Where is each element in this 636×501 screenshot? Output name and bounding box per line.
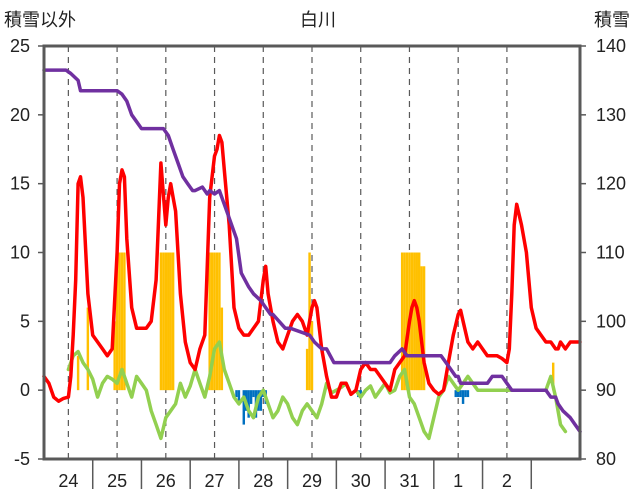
bar bbox=[400, 252, 404, 391]
bar bbox=[415, 252, 418, 391]
x-tick-label: 30 bbox=[351, 471, 371, 491]
bar bbox=[237, 390, 241, 404]
y-left-tick-label: 0 bbox=[20, 380, 30, 400]
x-tick-label: 1 bbox=[453, 471, 463, 491]
bar bbox=[252, 390, 255, 398]
x-tick-label: 27 bbox=[205, 471, 225, 491]
bar bbox=[215, 252, 219, 391]
y-axis-right-ticks: 140 130 120 110 100 90 80 bbox=[580, 36, 626, 469]
bar bbox=[208, 252, 211, 391]
x-tick-label: 2 bbox=[502, 471, 512, 491]
bar bbox=[123, 252, 126, 391]
y-right-tick-label: 120 bbox=[596, 174, 626, 194]
bar bbox=[310, 321, 314, 391]
line-series bbox=[42, 68, 582, 441]
bar bbox=[410, 252, 414, 391]
bar bbox=[213, 252, 216, 391]
bar bbox=[167, 252, 170, 391]
bar bbox=[249, 390, 253, 404]
bar bbox=[164, 252, 168, 391]
bar bbox=[242, 390, 245, 425]
bar bbox=[466, 390, 470, 398]
bar bbox=[162, 252, 165, 391]
bar bbox=[113, 321, 116, 391]
bar bbox=[551, 362, 555, 391]
y-axis-left-label: 積雪以外 bbox=[4, 10, 76, 31]
y-right-tick-label: 130 bbox=[596, 105, 626, 125]
x-tick-label: 31 bbox=[399, 471, 419, 491]
bar bbox=[171, 252, 175, 391]
x-tick-label: 26 bbox=[156, 471, 176, 491]
bar bbox=[413, 252, 416, 391]
y-left-tick-label: 25 bbox=[10, 36, 30, 56]
bar bbox=[454, 390, 457, 398]
series-line bbox=[66, 340, 568, 441]
bar bbox=[218, 252, 221, 391]
bar bbox=[115, 252, 119, 391]
x-tick-label: 25 bbox=[107, 471, 127, 491]
bar bbox=[169, 252, 172, 391]
series-line bbox=[42, 133, 582, 403]
bar bbox=[235, 390, 238, 398]
chart-title: 白川 bbox=[300, 10, 336, 31]
y-left-tick-label: 5 bbox=[20, 311, 30, 331]
bar bbox=[461, 390, 465, 404]
bar bbox=[159, 252, 163, 391]
x-axis-ticks: 24 25 26 27 28 29 30 31 1 2 bbox=[58, 459, 533, 491]
bar bbox=[210, 252, 214, 391]
y-right-tick-label: 110 bbox=[596, 243, 625, 263]
bar bbox=[86, 307, 90, 391]
y-left-tick-label: -5 bbox=[14, 449, 30, 469]
y-right-tick-label: 80 bbox=[596, 449, 616, 469]
x-tick-label: 28 bbox=[253, 471, 273, 491]
bar bbox=[459, 390, 462, 398]
bar bbox=[247, 390, 250, 418]
bar bbox=[464, 390, 467, 398]
y-axis-left-ticks: 25 20 15 10 5 0 -5 bbox=[10, 36, 44, 469]
bar bbox=[259, 390, 263, 411]
x-tick-label: 29 bbox=[302, 471, 322, 491]
y-right-tick-label: 100 bbox=[596, 311, 626, 331]
series-line bbox=[42, 68, 582, 434]
bar bbox=[405, 252, 409, 391]
bar bbox=[120, 252, 124, 391]
y-left-tick-label: 15 bbox=[10, 174, 30, 194]
bar bbox=[359, 390, 362, 398]
x-tick-label: 24 bbox=[58, 471, 78, 491]
grid-lines bbox=[67, 46, 508, 459]
bar bbox=[403, 252, 406, 391]
y-right-tick-label: 90 bbox=[596, 380, 616, 400]
bar bbox=[118, 252, 121, 391]
y-left-tick-label: 20 bbox=[10, 105, 30, 125]
bar bbox=[456, 390, 460, 398]
bar bbox=[422, 266, 426, 391]
y-right-tick-label: 140 bbox=[596, 36, 626, 56]
bar bbox=[76, 355, 80, 391]
y-axis-right-label: 積雪 bbox=[594, 10, 630, 31]
bar bbox=[305, 348, 309, 391]
y-left-tick-label: 10 bbox=[10, 243, 30, 263]
